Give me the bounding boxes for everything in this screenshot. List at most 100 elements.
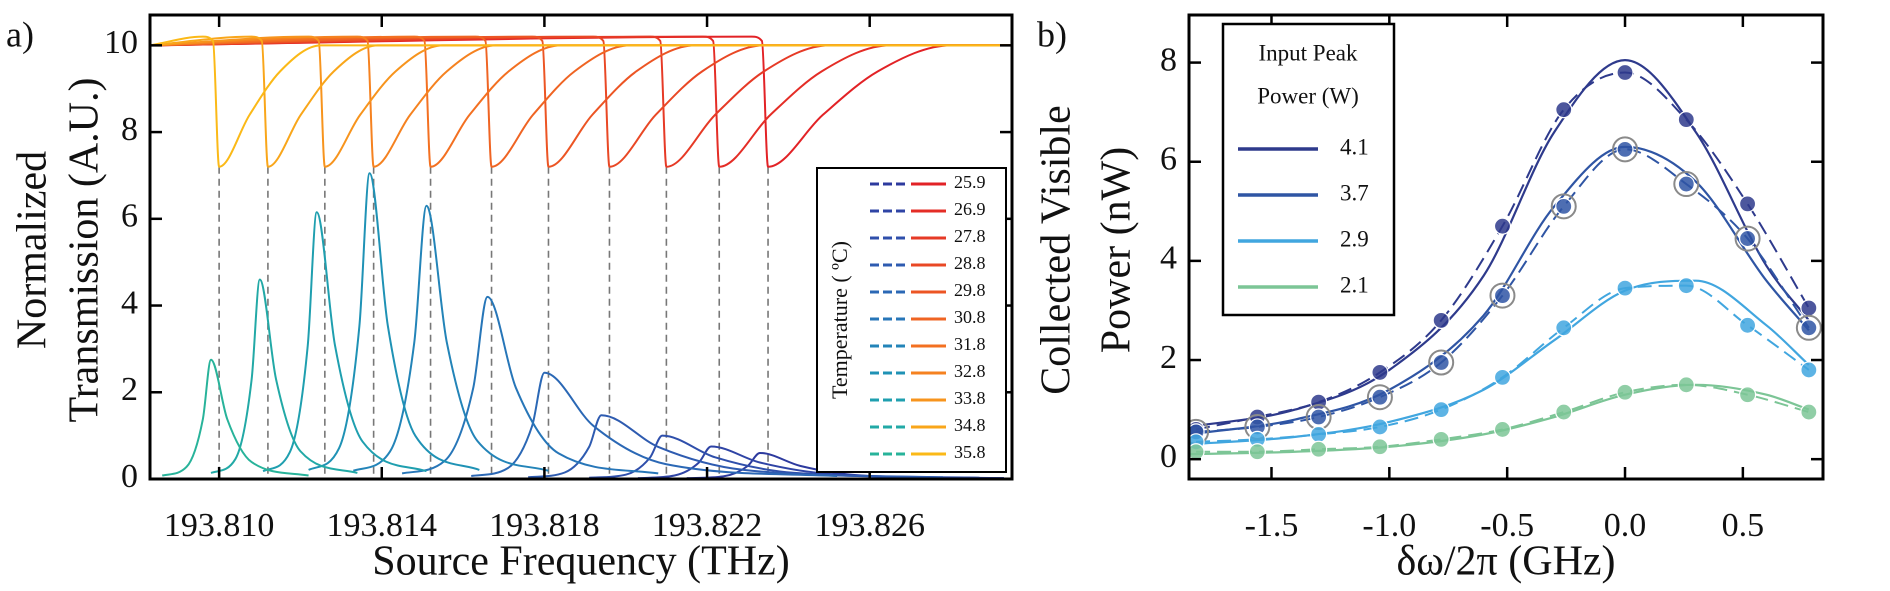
data-point	[1555, 319, 1573, 337]
data-point	[1738, 229, 1757, 248]
y-tick-label: 2	[121, 371, 138, 408]
data-point	[1310, 425, 1328, 443]
data-point	[1371, 438, 1389, 456]
data-point	[1555, 197, 1573, 215]
legend-label: 4.1	[1340, 134, 1369, 159]
legend-label: 28.8	[954, 253, 986, 273]
data-point	[1555, 101, 1573, 119]
y-tick-label: 0	[121, 458, 138, 495]
marker-ring	[1366, 384, 1393, 411]
x-tick-label: -1.0	[1362, 507, 1416, 544]
data-point	[1616, 383, 1634, 401]
y-tick-label: 10	[104, 24, 138, 61]
legend-box	[1221, 22, 1396, 317]
y-tick-label: 0	[1160, 438, 1177, 475]
data-point	[1493, 286, 1512, 305]
overlay: 193.810 193.814 193.818 193.822 193.826 0 2 4 6 8…	[104, 15, 1823, 544]
data-point	[1493, 368, 1512, 386]
plot-area	[1189, 59, 1822, 461]
peak-curve	[308, 172, 480, 471]
legend-label: 34.8	[954, 415, 986, 435]
data-point	[1432, 400, 1450, 419]
peak-curve	[471, 371, 838, 477]
data-point	[1371, 388, 1389, 406]
x-tick-label: -1.5	[1245, 507, 1299, 544]
transmission-curve	[150, 35, 1012, 168]
data-point	[1800, 319, 1818, 337]
data-point	[1432, 430, 1450, 448]
peak-curve	[210, 278, 358, 474]
legend-label: 32.8	[954, 361, 986, 381]
legend-label: 33.8	[954, 388, 986, 408]
peak-curve	[401, 295, 659, 475]
x-tick-label: 193.810	[164, 507, 275, 544]
x-tick-label: -0.5	[1480, 507, 1534, 544]
legend-label: 35.8	[954, 442, 986, 462]
data-point	[1677, 175, 1695, 193]
legend-label: 31.8	[954, 334, 986, 354]
peak-curve	[262, 211, 427, 473]
data-point	[1248, 443, 1266, 461]
fit-curve	[1189, 383, 1810, 456]
panel-label: a)	[6, 14, 34, 54]
data-point	[1432, 311, 1450, 329]
data-point	[1371, 418, 1389, 436]
data-line	[1195, 148, 1810, 433]
legend-label: 29.8	[954, 280, 986, 300]
peak-curve	[161, 358, 309, 477]
axes-frame	[1187, 13, 1825, 481]
y-axis-label: Collected Visible	[1034, 105, 1080, 395]
y-tick-label: 8	[121, 111, 138, 148]
x-tick-label: 0.0	[1604, 507, 1647, 544]
marker-ring	[1550, 193, 1577, 220]
data-point	[1371, 363, 1389, 382]
legend-title: Power (W)	[1257, 83, 1359, 108]
legend-label: 30.8	[954, 307, 986, 327]
data-point	[1738, 316, 1757, 334]
y-tick-label: 4	[121, 284, 138, 321]
data-point	[1310, 393, 1328, 411]
x-tick-label: 193.818	[489, 507, 600, 544]
peak-curve	[352, 204, 549, 472]
legend-label: 3.7	[1340, 180, 1369, 205]
plot-area	[150, 35, 1012, 479]
marker-ring	[1795, 314, 1822, 341]
marker-ring	[1673, 171, 1700, 198]
data-point	[1677, 110, 1695, 129]
data-point	[1800, 361, 1818, 379]
panel-label: b)	[1037, 14, 1067, 54]
data-point	[1616, 140, 1634, 158]
marker-ring	[1489, 282, 1516, 309]
data-point	[1677, 277, 1695, 295]
data-point	[1800, 403, 1818, 421]
legends: 25.9 26.9 27.8 28.8 29.8 30.8 31.8 32.8 33.8 34.8…	[870, 134, 1369, 462]
marker-ring	[1734, 225, 1761, 252]
data-point	[1310, 408, 1328, 426]
data-line	[1195, 71, 1810, 431]
legend-label: 2.9	[1340, 226, 1369, 251]
y-axis-label: Power (nW)	[1094, 147, 1140, 353]
marker-ring	[1428, 349, 1455, 376]
data-point	[1493, 420, 1512, 439]
data-point	[1616, 63, 1634, 82]
marker-ring	[1612, 136, 1639, 163]
data-point	[1310, 440, 1328, 458]
y-axis-label: Transmission (A.U.)	[62, 78, 108, 423]
data-point	[1555, 403, 1573, 421]
y-tick-label: 6	[121, 198, 138, 235]
legend-title: Input Peak	[1258, 40, 1358, 65]
data-point	[1677, 376, 1695, 394]
data-point	[1800, 299, 1818, 317]
y-tick-label: 8	[1160, 41, 1177, 78]
legend-title: Temperature ( ºC)	[827, 241, 852, 399]
data-point	[1616, 279, 1634, 297]
x-axis-label: δω/2π (GHz)	[1396, 539, 1615, 585]
data-point	[1738, 386, 1757, 404]
x-axis-label: Source Frequency (THz)	[372, 539, 790, 585]
y-tick-label: 2	[1160, 339, 1177, 376]
data-point	[1738, 195, 1757, 213]
data-point	[1493, 217, 1512, 235]
legend-label: 25.9	[954, 172, 986, 192]
axes-frame	[148, 13, 1014, 481]
